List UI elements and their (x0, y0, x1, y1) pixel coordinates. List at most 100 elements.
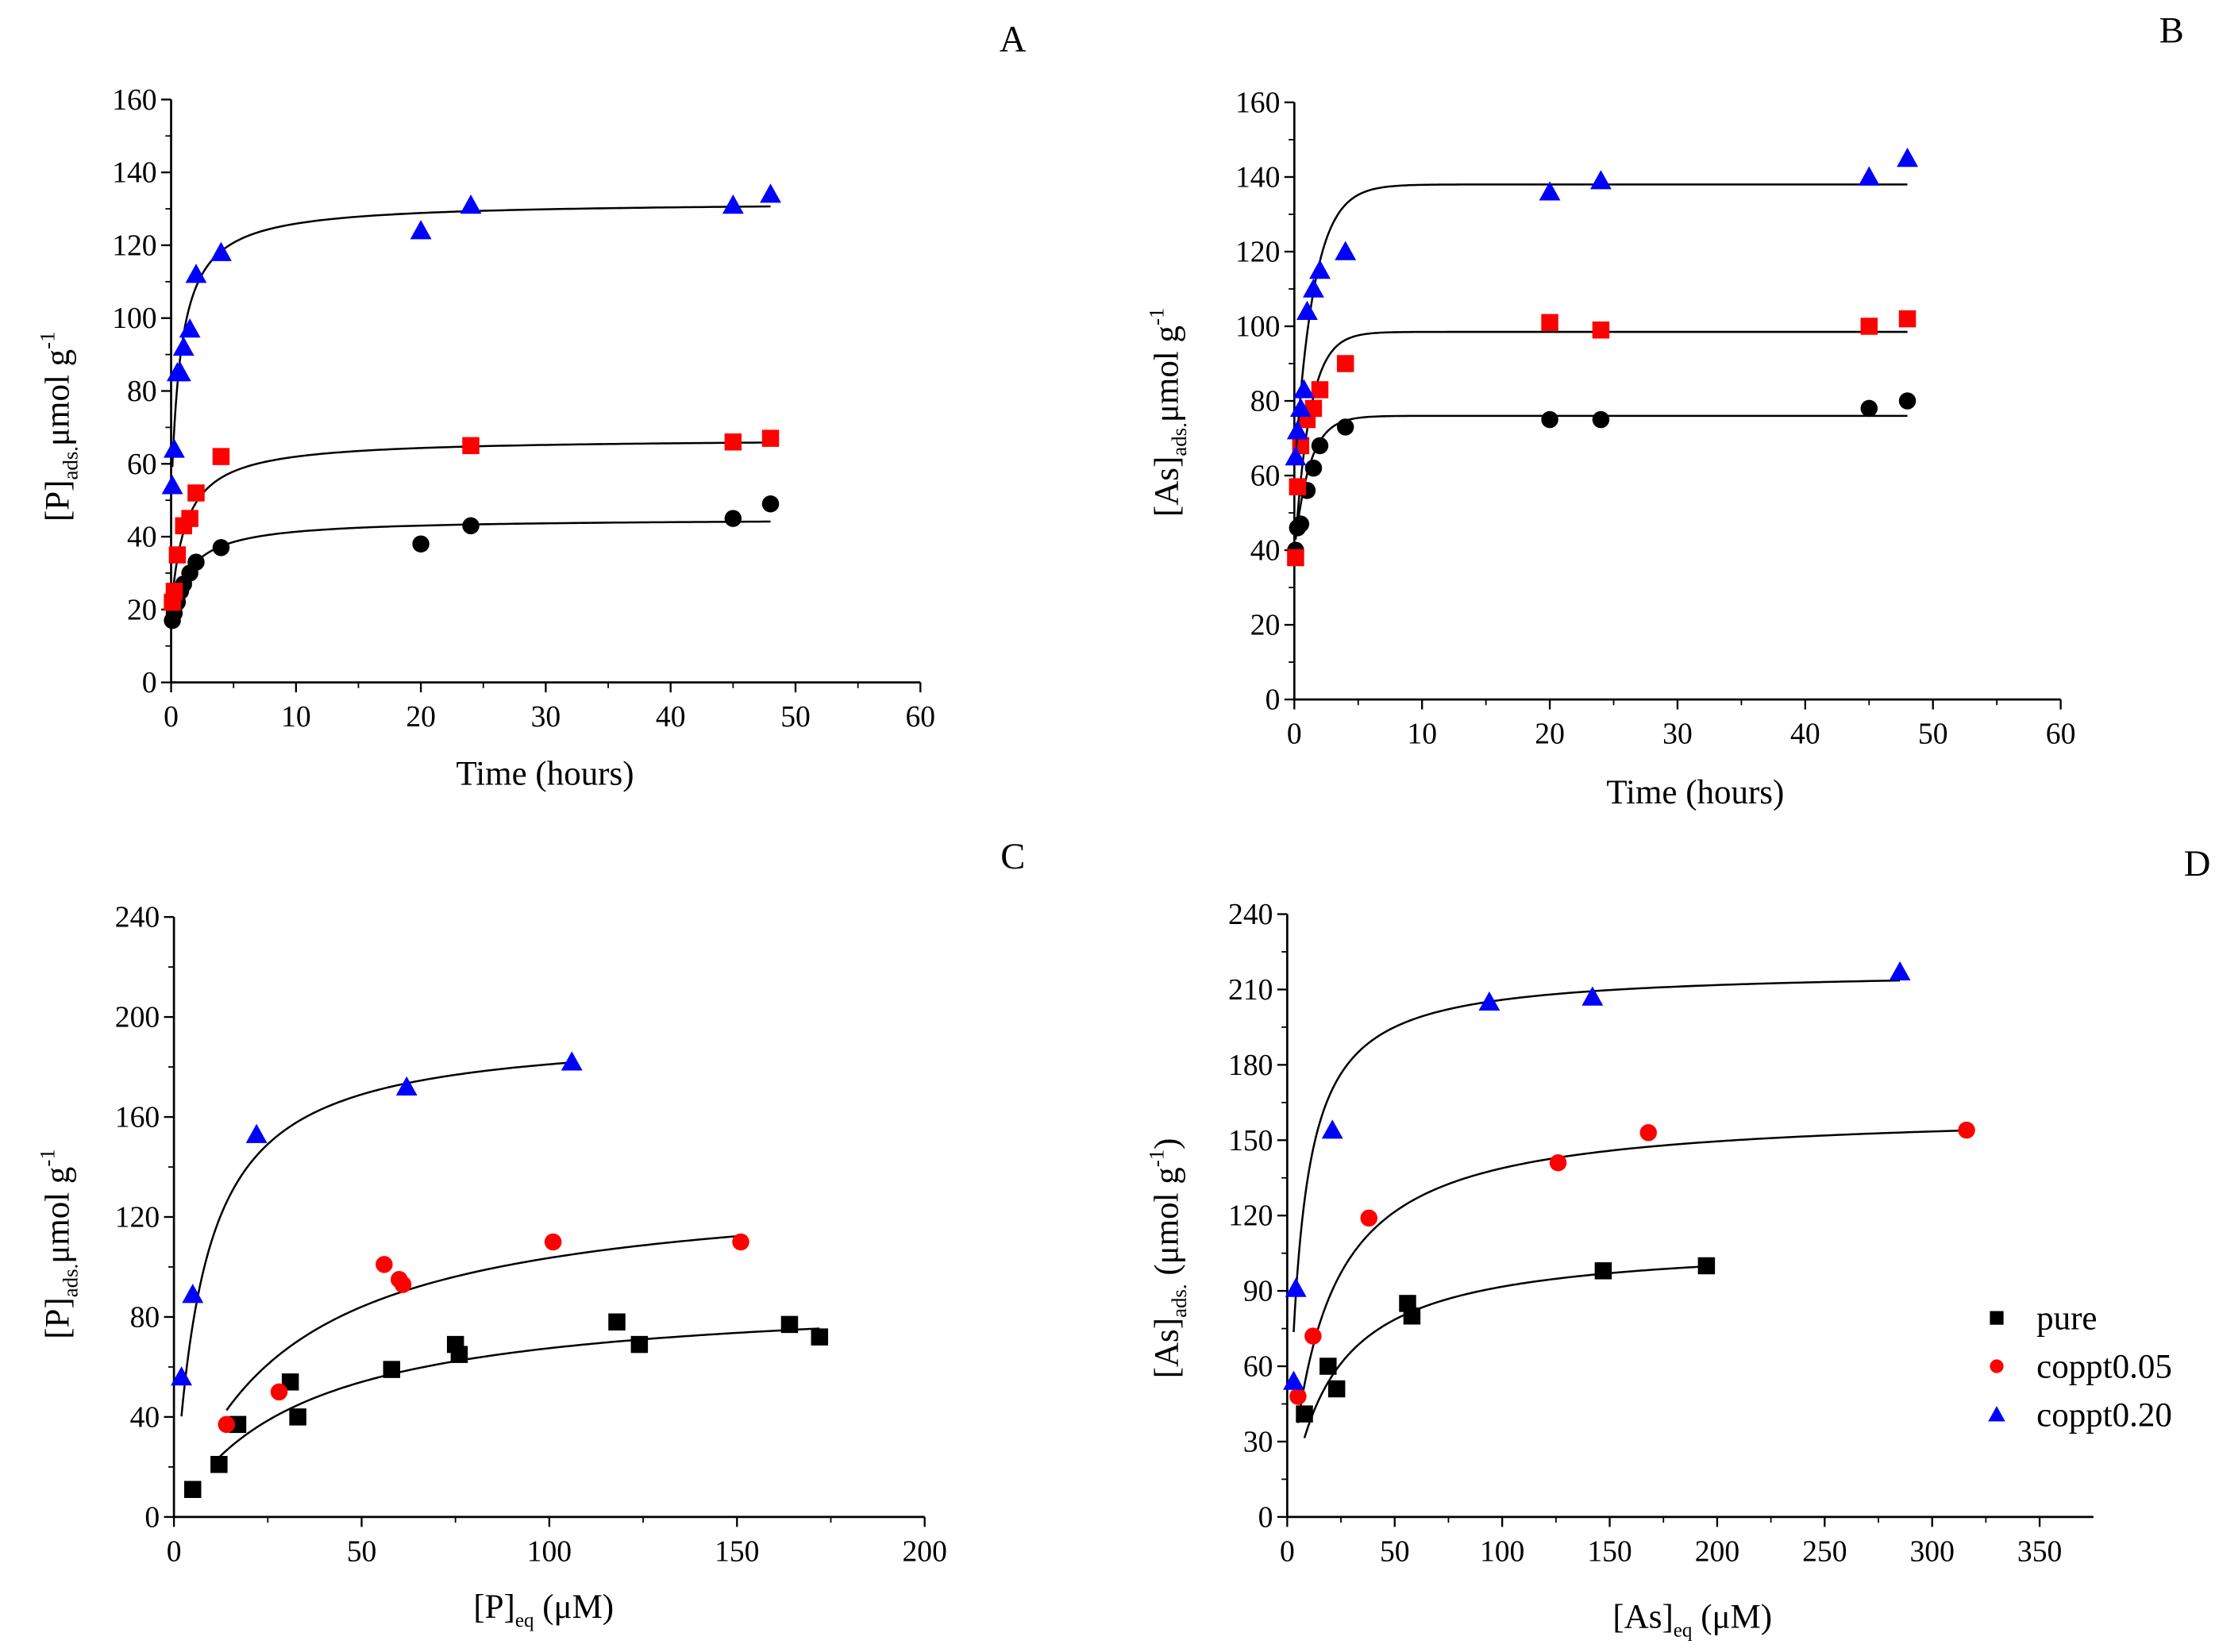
circle-marker (1304, 1327, 1322, 1345)
x-tick-label: 100 (1480, 1535, 1524, 1568)
y-tick-label: 60 (1250, 460, 1281, 493)
x-tick-label: 60 (906, 700, 936, 734)
x-tick-label: 10 (281, 700, 311, 734)
y-label-main: [P] (40, 1297, 77, 1339)
square-marker (630, 1335, 649, 1354)
y-tick-label: 20 (127, 593, 157, 626)
y-tick-label: 160 (1235, 86, 1280, 119)
triangle-marker (1581, 986, 1604, 1006)
square-marker (1541, 314, 1558, 332)
legend-label: coppt0.20 (2036, 1396, 2172, 1434)
y-tick-label: 60 (127, 448, 157, 481)
x-tick-label: 40 (1790, 718, 1820, 751)
panel-a: A 0 10 20 30 40 50 60 0 20 40 60 80 100 120 140 160 Time … (36, 19, 1027, 792)
circle-marker (212, 539, 230, 556)
triangle-marker (182, 1284, 204, 1304)
y-tick-label: 30 (1243, 1425, 1273, 1458)
circle-marker (1898, 392, 1917, 410)
y-axis-label: [As]ads. (μmol g-1) (1145, 1138, 1192, 1379)
square-marker (1336, 355, 1354, 372)
square-marker (1594, 1262, 1612, 1280)
y-label-main: [As] (1148, 1318, 1185, 1378)
x-tick-label: 10 (1407, 718, 1437, 751)
triangle-marker (1589, 170, 1612, 190)
x-tick-label: 0 (164, 700, 179, 734)
circle-marker (1860, 399, 1878, 418)
triangle-marker (1303, 278, 1324, 298)
series-pure (164, 495, 780, 630)
legend-triangle-icon (1988, 1406, 2005, 1422)
square-marker (210, 1455, 228, 1473)
x-tick-label: 200 (1695, 1535, 1739, 1568)
x-tick-label: 50 (780, 700, 811, 734)
triangle-marker (1283, 1370, 1304, 1390)
x-tick-label: 300 (1910, 1535, 1955, 1568)
y-tick-label: 240 (115, 901, 160, 934)
square-marker (1860, 318, 1878, 335)
x-label-main: Time (hours) (457, 756, 634, 793)
square-marker (1319, 1357, 1337, 1375)
x-tick-label: 250 (1802, 1535, 1847, 1568)
triangle-marker (210, 241, 232, 261)
y-label-sup: -1 (36, 1149, 60, 1166)
triangle-marker (1335, 241, 1357, 260)
legend-square-icon (1990, 1311, 2004, 1325)
y-tick-label: 80 (130, 1300, 160, 1334)
square-marker (811, 1328, 829, 1346)
circle-marker (1336, 418, 1354, 436)
x-tick-label: 150 (715, 1535, 759, 1568)
square-marker (1403, 1307, 1421, 1325)
square-marker (462, 437, 480, 455)
triangle-marker (410, 220, 432, 240)
y-tick-label: 90 (1243, 1275, 1273, 1308)
triangle-marker (1286, 420, 1308, 440)
x-tick-label: 20 (406, 700, 436, 734)
fit-curve (171, 520, 771, 614)
legend-label: pure (2036, 1300, 2097, 1337)
triangle-marker (395, 1076, 418, 1096)
triangle-marker (1285, 1277, 1307, 1297)
fit-curve (1294, 414, 1908, 540)
series-coppt020 (161, 183, 781, 495)
triangle-marker (1289, 397, 1312, 418)
circle-marker (1549, 1154, 1567, 1172)
x-label-sub: eq (1674, 1619, 1693, 1641)
y-tick-label: 0 (1258, 1500, 1273, 1534)
fit-curve (171, 205, 771, 468)
circle-marker (544, 1233, 562, 1251)
panel-b: B 0 10 20 30 40 50 60 0 20 40 60 80 100 120 140 160 Time … (1145, 11, 2184, 811)
triangle-marker (161, 475, 183, 495)
panel-letter: D (2184, 844, 2211, 884)
x-tick-label: 200 (902, 1535, 946, 1568)
fit-curve (225, 1234, 742, 1411)
x-label-sub: eq (515, 1610, 534, 1631)
triangle-marker (1478, 991, 1501, 1011)
triangle-marker (722, 194, 744, 214)
y-tick-label: 160 (112, 83, 156, 117)
circle-marker (761, 495, 780, 513)
fit-curve (1294, 330, 1908, 540)
y-axis-label: [P]ads.μmol g-1 (36, 1149, 83, 1339)
circle-marker (1289, 1388, 1307, 1405)
circle-marker (1304, 459, 1323, 477)
y-tick-label: 20 (1250, 609, 1281, 642)
triangle-marker (1296, 300, 1318, 320)
square-marker (780, 1315, 799, 1334)
triangle-marker (179, 318, 201, 338)
square-marker (187, 484, 205, 502)
y-label-tail: ) (1148, 1138, 1185, 1149)
square-marker (1898, 310, 1917, 328)
square-marker (165, 583, 183, 600)
circle-marker (412, 535, 430, 553)
fit-curve (1296, 1129, 1967, 1423)
y-label-sub: ads. (1167, 1284, 1191, 1318)
x-tick-label: 100 (527, 1535, 572, 1568)
y-tick-label: 40 (1250, 534, 1281, 568)
triangle-marker (460, 194, 482, 214)
square-marker (761, 429, 780, 447)
series-coppt020 (171, 1051, 583, 1417)
y-tick-label: 40 (127, 521, 157, 554)
panel-letter: B (2159, 11, 2184, 52)
square-marker (183, 1481, 202, 1498)
